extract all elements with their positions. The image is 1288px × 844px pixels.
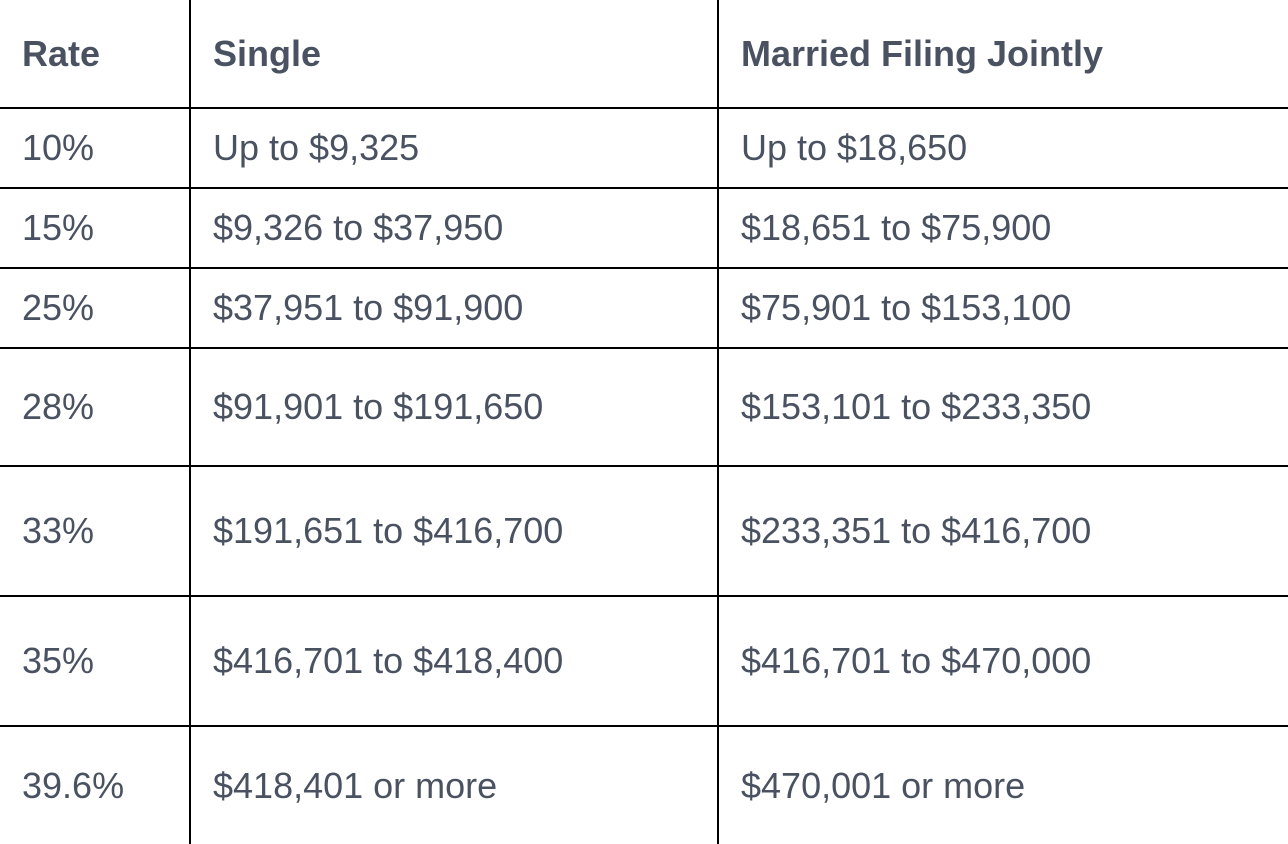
- cell-single: $91,901 to $191,650: [190, 348, 718, 466]
- table-row: 10% Up to $9,325 Up to $18,650: [0, 108, 1288, 188]
- table-row: 25% $37,951 to $91,900 $75,901 to $153,1…: [0, 268, 1288, 348]
- col-header-single: Single: [190, 0, 718, 108]
- cell-rate: 10%: [0, 108, 190, 188]
- cell-married: $470,001 or more: [718, 726, 1288, 844]
- cell-rate: 15%: [0, 188, 190, 268]
- cell-rate: 25%: [0, 268, 190, 348]
- tax-table: Rate Single Married Filing Jointly 10% U…: [0, 0, 1288, 844]
- cell-married: $416,701 to $470,000: [718, 596, 1288, 726]
- table-row: 39.6% $418,401 or more $470,001 or more: [0, 726, 1288, 844]
- cell-rate: 39.6%: [0, 726, 190, 844]
- cell-married: $18,651 to $75,900: [718, 188, 1288, 268]
- cell-single: Up to $9,325: [190, 108, 718, 188]
- col-header-rate: Rate: [0, 0, 190, 108]
- cell-married: Up to $18,650: [718, 108, 1288, 188]
- cell-married: $233,351 to $416,700: [718, 466, 1288, 596]
- cell-married: $75,901 to $153,100: [718, 268, 1288, 348]
- table-row: 15% $9,326 to $37,950 $18,651 to $75,900: [0, 188, 1288, 268]
- cell-rate: 33%: [0, 466, 190, 596]
- cell-single: $9,326 to $37,950: [190, 188, 718, 268]
- col-header-married: Married Filing Jointly: [718, 0, 1288, 108]
- cell-married: $153,101 to $233,350: [718, 348, 1288, 466]
- table-row: 35% $416,701 to $418,400 $416,701 to $47…: [0, 596, 1288, 726]
- cell-single: $416,701 to $418,400: [190, 596, 718, 726]
- table-header-row: Rate Single Married Filing Jointly: [0, 0, 1288, 108]
- tax-bracket-table: Rate Single Married Filing Jointly 10% U…: [0, 0, 1288, 832]
- table-row: 28% $91,901 to $191,650 $153,101 to $233…: [0, 348, 1288, 466]
- table-row: 33% $191,651 to $416,700 $233,351 to $41…: [0, 466, 1288, 596]
- cell-single: $37,951 to $91,900: [190, 268, 718, 348]
- cell-rate: 35%: [0, 596, 190, 726]
- cell-rate: 28%: [0, 348, 190, 466]
- cell-single: $418,401 or more: [190, 726, 718, 844]
- cell-single: $191,651 to $416,700: [190, 466, 718, 596]
